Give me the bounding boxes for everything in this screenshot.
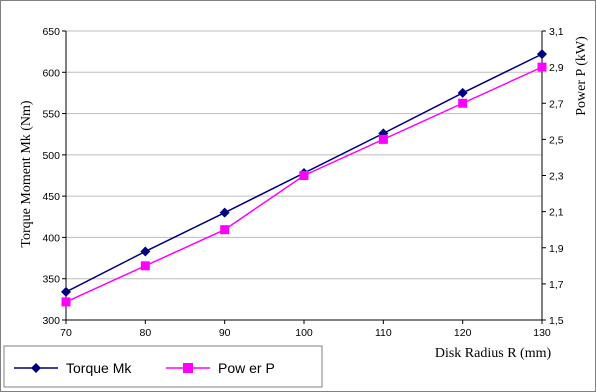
data-point (378, 134, 388, 144)
legend-marker-power (183, 363, 193, 373)
y-left-tick-label: 300 (42, 315, 60, 327)
y-axis-left-label: Torque Moment Mk (Nm) (19, 100, 34, 248)
y-left-tick-label: 550 (42, 109, 60, 121)
legend-box (3, 345, 323, 388)
x-tick-label: 110 (375, 327, 392, 339)
series-layer (61, 49, 547, 307)
y-left-tick-label: 500 (42, 150, 60, 162)
legend-label-torque: Torque Mk (66, 360, 132, 376)
y-right-tick-label: 1,7 (549, 279, 564, 291)
y-left-tick-label: 350 (42, 274, 60, 286)
series-line (65, 66, 543, 303)
x-tick-label: 70 (60, 327, 72, 339)
y-axis-right-label: Power P (kW) (574, 36, 589, 116)
y-right-tick-label: 2,1 (549, 207, 564, 219)
tick-labels: 300 350 400 450 500 550 600 650 1,5 1,7 1,9 2,1 2,3 2… (42, 26, 563, 339)
data-point (458, 98, 468, 108)
data-point (61, 297, 71, 307)
x-tick-label: 90 (219, 327, 231, 339)
y-right-tick-label: 2,9 (549, 62, 564, 74)
x-tick-label: 100 (295, 327, 313, 339)
x-tick-label: 120 (454, 327, 472, 339)
data-point (299, 171, 309, 180)
axes (62, 30, 546, 324)
data-point (537, 49, 547, 60)
y-right-tick-label: 2,5 (549, 134, 564, 146)
y-right-tick-label: 1,9 (549, 243, 564, 255)
x-axis-label: Disk Radius R (mm) (435, 346, 552, 361)
y-right-tick-label: 3,1 (549, 26, 564, 38)
data-point (140, 261, 150, 271)
legend-marker-torque (31, 363, 41, 373)
y-right-tick-label: 2,7 (549, 98, 564, 110)
series-1 (61, 62, 547, 307)
y-left-tick-label: 650 (42, 26, 60, 38)
y-left-tick-label: 400 (42, 232, 60, 244)
x-tick-label: 80 (139, 327, 151, 339)
legend: Torque Mk Pow er P (3, 345, 323, 388)
y-right-tick-label: 1,5 (549, 315, 564, 327)
legend-label-power: Pow er P (218, 360, 275, 376)
data-point (537, 62, 547, 72)
y-left-tick-label: 450 (42, 191, 60, 203)
data-point (220, 225, 230, 235)
data-point (219, 207, 230, 218)
y-right-tick-label: 2,3 (549, 171, 564, 183)
y-left-tick-label: 600 (42, 67, 60, 79)
data-point (140, 246, 151, 257)
data-point (457, 87, 468, 98)
x-tick-label: 130 (533, 327, 551, 339)
data-point (61, 286, 71, 297)
